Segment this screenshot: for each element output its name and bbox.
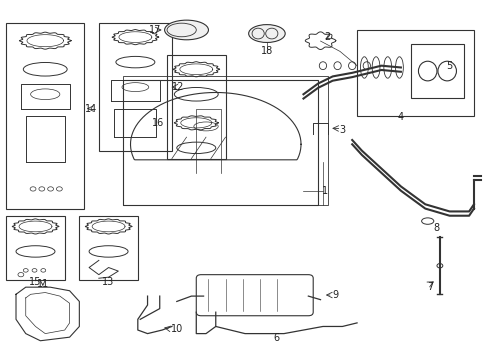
Text: 14: 14: [85, 104, 98, 113]
Text: 2: 2: [325, 32, 331, 42]
Text: 4: 4: [398, 112, 404, 122]
Bar: [99, 23, 172, 152]
Ellipse shape: [248, 24, 285, 42]
Bar: [79, 216, 138, 280]
Text: 3: 3: [340, 125, 345, 135]
Text: 1: 1: [322, 186, 328, 196]
Text: 6: 6: [273, 333, 280, 343]
Text: 11: 11: [37, 279, 49, 289]
Bar: [167, 55, 225, 158]
Bar: [411, 44, 464, 98]
Text: 12: 12: [172, 82, 184, 92]
Text: 8: 8: [433, 223, 439, 233]
Text: 5: 5: [446, 62, 453, 71]
Text: 10: 10: [171, 324, 183, 334]
Bar: [6, 23, 84, 208]
Text: 17: 17: [148, 25, 161, 35]
Text: 16: 16: [152, 118, 165, 128]
Text: 9: 9: [332, 290, 338, 300]
Text: 18: 18: [261, 46, 273, 57]
Text: 15: 15: [29, 277, 42, 287]
Ellipse shape: [165, 20, 208, 40]
Text: 13: 13: [102, 277, 115, 287]
Text: 7: 7: [427, 282, 433, 292]
Bar: [123, 80, 318, 205]
Bar: [6, 216, 65, 280]
Bar: [123, 76, 328, 205]
Bar: [357, 30, 474, 116]
